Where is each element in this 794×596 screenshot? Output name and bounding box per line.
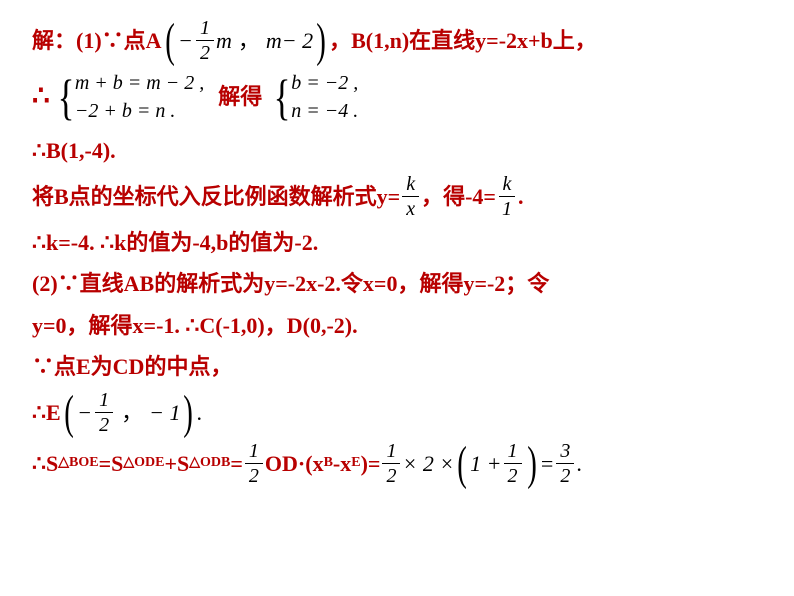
text: -x [333,446,351,481]
text: (2)∵直线AB的解析式为y=-2x-2.令x=0，解得y=-2；令 [32,266,549,301]
neg: − [180,23,192,58]
sub-ode: △ODE [123,452,164,474]
text: ，得-4= [421,179,496,214]
line-9: ∴E ( − 1 2 ， − 1 ) . [32,390,762,435]
text: 解：(1)∵点A [32,23,162,58]
m2: m [266,23,282,58]
period: . [576,446,582,481]
minus2: − 2 [282,23,313,58]
text: ∵点E为CD的中点， [32,349,232,384]
line-6: (2)∵直线AB的解析式为y=-2x-2.令x=0，解得y=-2；令 [32,266,762,301]
neg1: − 1 [149,395,180,430]
text: ∴E [32,395,61,430]
oneplus: 1 + [470,446,501,481]
comma: ， [121,395,143,430]
frac-half-2: 1 2 [382,441,400,486]
line-5: ∴k=-4. ∴k的值为-4,b的值为-2. [32,225,762,260]
frac-half-3: 1 2 [504,441,522,486]
frac-k1: k 1 [498,174,516,219]
text: ∴B(1,-4). [32,133,116,168]
text: ，B(1,n)在直线y=-2x+b上， [329,23,597,58]
sub-b: B [324,452,333,474]
frac-kx: k x [402,174,419,219]
system-1: m + b = m − 2 , −2 + b = n . [75,69,204,125]
text: ∴S [32,446,58,481]
line-3: ∴B(1,-4). [32,133,762,168]
times: × 2 × [402,446,454,481]
sub-e: E [351,452,360,474]
therefore: ∴ [32,75,50,120]
text: +S [164,446,189,481]
frac-3-2: 3 2 [556,441,574,486]
paren-left: ( [165,19,175,62]
text: y=0，解得x=-1. ∴C(-1,0)，D(0,-2). [32,308,358,343]
equals: = [540,446,555,481]
m: m [216,23,232,58]
frac-half: 1 2 [196,18,214,63]
sub-odb: △ODB [189,452,230,474]
text: )= [361,446,381,481]
comma: ， [238,23,260,58]
paren-right: ) [184,391,194,434]
line-2: ∴ { m + b = m − 2 , −2 + b = n . 解得 { b … [32,69,762,125]
line-7: y=0，解得x=-1. ∴C(-1,0)，D(0,-2). [32,308,762,343]
paren-left: ( [457,442,467,485]
text: . [196,395,202,430]
line-8: ∵点E为CD的中点， [32,349,762,384]
text: 将B点的坐标代入反比例函数解析式y= [32,179,400,214]
text: ∴k=-4. ∴k的值为-4,b的值为-2. [32,225,318,260]
paren-right: ) [316,19,326,62]
text: OD·(x [265,446,324,481]
line-4: 将B点的坐标代入反比例函数解析式y= k x ，得-4= k 1 . [32,174,762,219]
sub-boe: △BOE [58,452,98,474]
system-2: b = −2 , n = −4 . [291,69,358,125]
brace-left: { [57,77,74,117]
brace-left-2: { [274,77,291,117]
text: 解得 [218,79,262,114]
paren-left: ( [64,391,74,434]
line-1: 解：(1)∵点A ( − 1 2 m ， m − 2 ) ，B(1,n)在直线y… [32,18,762,63]
text: = [230,446,243,481]
text: =S [99,446,124,481]
line-10: ∴S △BOE =S △ODE +S △ODB = 1 2 OD·(x B -x… [32,441,762,486]
frac-half: 1 2 [95,390,113,435]
frac-half-1: 1 2 [245,441,263,486]
text: . [518,179,524,214]
paren-right: ) [527,442,537,485]
neg: − [79,395,91,430]
